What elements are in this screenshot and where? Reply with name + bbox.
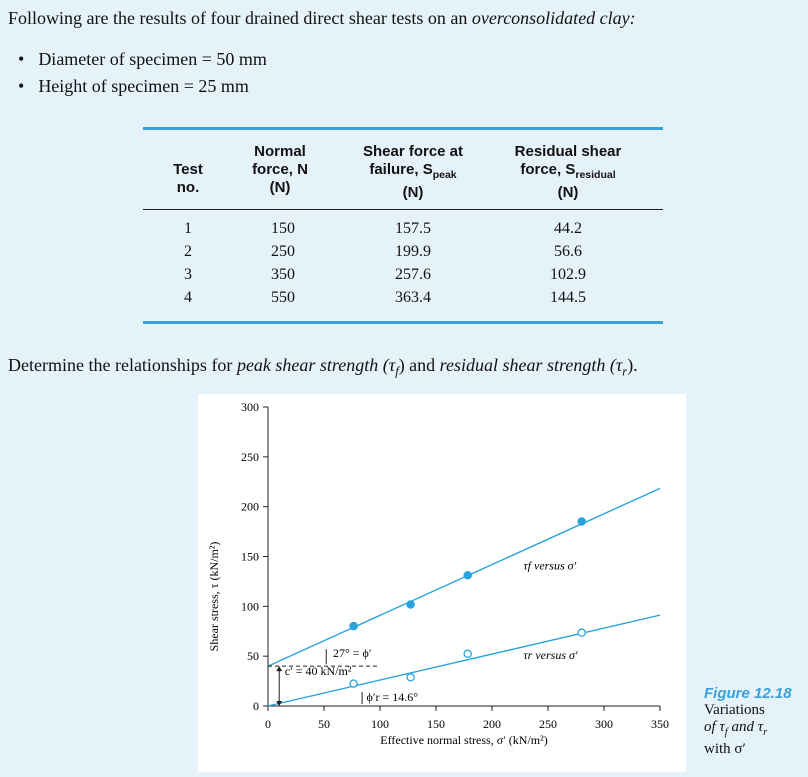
y-tick-label: 250	[241, 450, 259, 464]
table-cell: 257.6	[395, 266, 431, 283]
data-point	[463, 570, 472, 580]
caption-line-2: of τf and τr	[704, 719, 768, 738]
problem-intro: Following are the results of four draine…	[8, 8, 636, 28]
figure-caption-title: Figure 12.18	[704, 685, 792, 702]
phi-peak-label: 27° = ϕ′	[333, 646, 372, 660]
cohesion-label: c′ = 40 kN/m²	[285, 664, 352, 678]
series-label-peak: τf versus σ′	[523, 558, 576, 572]
data-point	[577, 517, 586, 526]
chart-annotations: τf versus σ′ τr versus σ′ c′ = 40 kN/m² 27°…	[268, 558, 578, 706]
header-shear-residual: Residual shear force, Sresidual (N)	[514, 143, 622, 201]
x-axis-label: Effective normal stress, σ′ (kN/m²)	[380, 733, 547, 747]
table-cell: 3	[184, 266, 192, 283]
bullet-diameter: Diameter of specimen = 50 mm	[38, 46, 267, 73]
x-tick-label: 200	[483, 717, 501, 731]
figure-panel: 0 50 100 150 200 250 300 0 50 100 150 200 250 300 350 E…	[198, 394, 686, 772]
table-cell: 144.5	[550, 289, 586, 306]
col-peak: 157.5 199.9 257.6 363.4	[368, 217, 458, 309]
phi-residual-label: ϕ′r = 14.6°	[367, 690, 419, 704]
col-residual: 44.2 56.6 102.9 144.5	[523, 217, 613, 309]
data-point	[463, 649, 472, 659]
y-axis-label: Shear stress, τ (kN/m²)	[207, 542, 221, 652]
x-tick-label: 100	[371, 717, 389, 731]
table-cell: 44.2	[554, 220, 582, 237]
caption-line-3: with σ′	[704, 741, 746, 757]
table-cell: 56.6	[554, 243, 582, 260]
shear-chart: 0 50 100 150 200 250 300 0 50 100 150 200 250 300 350 E…	[207, 400, 669, 747]
table-top-rule	[143, 127, 663, 130]
x-tick-label: 350	[651, 717, 669, 731]
data-point	[349, 679, 358, 688]
y-tick-label: 200	[241, 500, 259, 514]
chart-axes: 0 50 100 150 200 250 300 0 50 100 150 200 250 300 350 E…	[207, 400, 669, 747]
x-tick-label: 0	[265, 717, 271, 731]
table-cell: 363.4	[395, 289, 431, 306]
figure-caption: Figure 12.18 Variations of τf and τr wit…	[704, 685, 792, 758]
cohesion-arrowhead-top	[276, 666, 283, 672]
table-mid-rule	[143, 209, 663, 210]
header-shear-peak: Shear force at failure, Speak (N)	[362, 143, 464, 201]
table-cell: 199.9	[395, 243, 431, 260]
y-tick-label: 0	[253, 699, 259, 713]
x-tick-label: 250	[539, 717, 557, 731]
y-tick-label: 300	[241, 400, 259, 414]
specimen-bullets: Diameter of specimen = 50 mm Height of s…	[38, 46, 267, 100]
table-cell: 4	[184, 289, 192, 306]
data-point	[406, 600, 415, 609]
cohesion-arrowhead-bottom	[276, 701, 283, 706]
table-cell: 157.5	[395, 220, 431, 237]
data-point	[406, 673, 415, 682]
table-cell: 150	[271, 220, 295, 237]
data-point	[577, 628, 586, 637]
fit-line-2	[267, 614, 661, 707]
bullet-height: Height of specimen = 25 mm	[38, 73, 267, 100]
caption-line-1: Variations	[704, 702, 765, 718]
y-tick-label: 100	[241, 599, 259, 613]
header-test: Test no.	[173, 161, 203, 196]
chart-marks	[267, 487, 661, 707]
y-tick-label: 50	[247, 649, 259, 663]
series-label-residual: τr versus σ′	[523, 648, 578, 662]
table-cell: 102.9	[550, 266, 586, 283]
col-normal: 150 250 350 550	[243, 217, 323, 309]
x-tick-label: 300	[595, 717, 613, 731]
y-tick-label: 150	[241, 550, 259, 564]
col-test-no: 1 2 3 4	[163, 217, 213, 309]
table-cell: 550	[271, 289, 295, 306]
table-cell: 250	[271, 243, 295, 260]
header-normal: Normal force, N (N)	[252, 143, 308, 196]
x-tick-label: 50	[318, 717, 330, 731]
question-text: Determine the relationships for peak she…	[8, 355, 638, 379]
table-cell: 350	[271, 266, 295, 283]
table-cell: 1	[184, 220, 192, 237]
table-bottom-rule	[143, 321, 663, 324]
x-tick-label: 150	[427, 717, 445, 731]
data-point	[349, 621, 358, 631]
table-cell: 2	[184, 243, 192, 260]
intro-italic: overconsolidated clay:	[471, 8, 636, 28]
